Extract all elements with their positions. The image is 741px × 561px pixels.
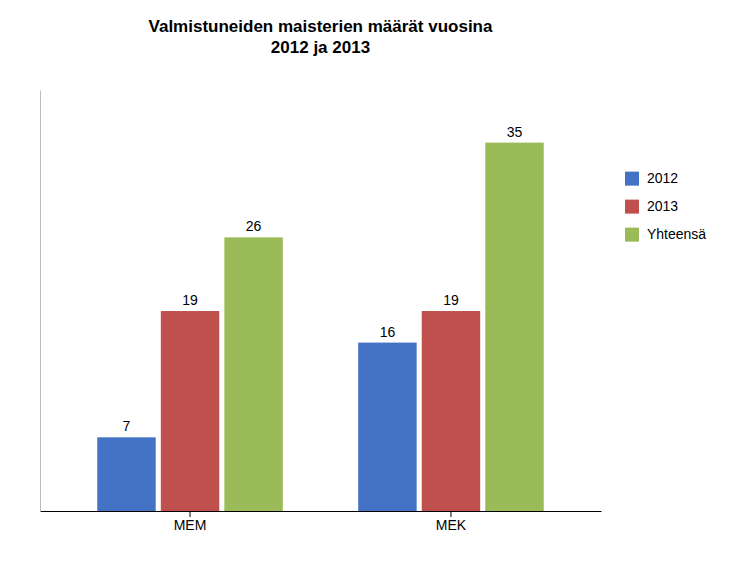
legend-swatch — [625, 172, 639, 186]
bar — [422, 311, 480, 511]
data-label: 19 — [443, 292, 459, 308]
data-label: 7 — [123, 418, 131, 434]
legend: 2012 2013 Yhteensä — [625, 170, 706, 242]
title: Valmistuneiden maisterien määrät vuosina… — [149, 17, 493, 57]
legend-swatch — [625, 228, 639, 242]
bars — [97, 143, 543, 511]
legend-label: 2013 — [647, 198, 678, 214]
plot: 7 16 19 19 26 35 MEM MEK — [41, 91, 602, 533]
legend-label: Yhteensä — [647, 226, 706, 242]
y-axis — [40, 91, 41, 512]
legend-swatch — [625, 200, 639, 214]
legend-item: 2013 — [625, 198, 678, 214]
legend-label: 2012 — [647, 170, 678, 186]
chart: Valmistuneiden maisterien määrät vuosina… — [0, 0, 741, 561]
data-label: 26 — [246, 218, 262, 234]
x-tick-label: MEK — [436, 517, 467, 533]
x-axis-line — [41, 511, 602, 512]
bar — [224, 237, 282, 511]
bar-series — [224, 143, 543, 511]
bar — [161, 311, 219, 511]
data-label: 35 — [507, 124, 523, 140]
x-tick: MEM — [174, 511, 207, 533]
x-tick: MEK — [436, 511, 467, 533]
bar — [485, 143, 543, 511]
x-axis: MEM MEK — [41, 511, 602, 533]
x-tick-label: MEM — [174, 517, 207, 533]
legend-item: 2012 — [625, 170, 678, 186]
legend-item: Yhteensä — [625, 226, 706, 242]
bar — [97, 437, 155, 511]
data-labels: 7 16 19 19 26 35 — [123, 124, 523, 435]
bar — [358, 343, 416, 511]
data-label: 16 — [380, 324, 396, 340]
data-label: 19 — [182, 292, 198, 308]
y-axis-line — [40, 91, 41, 512]
bar-series — [161, 311, 480, 511]
